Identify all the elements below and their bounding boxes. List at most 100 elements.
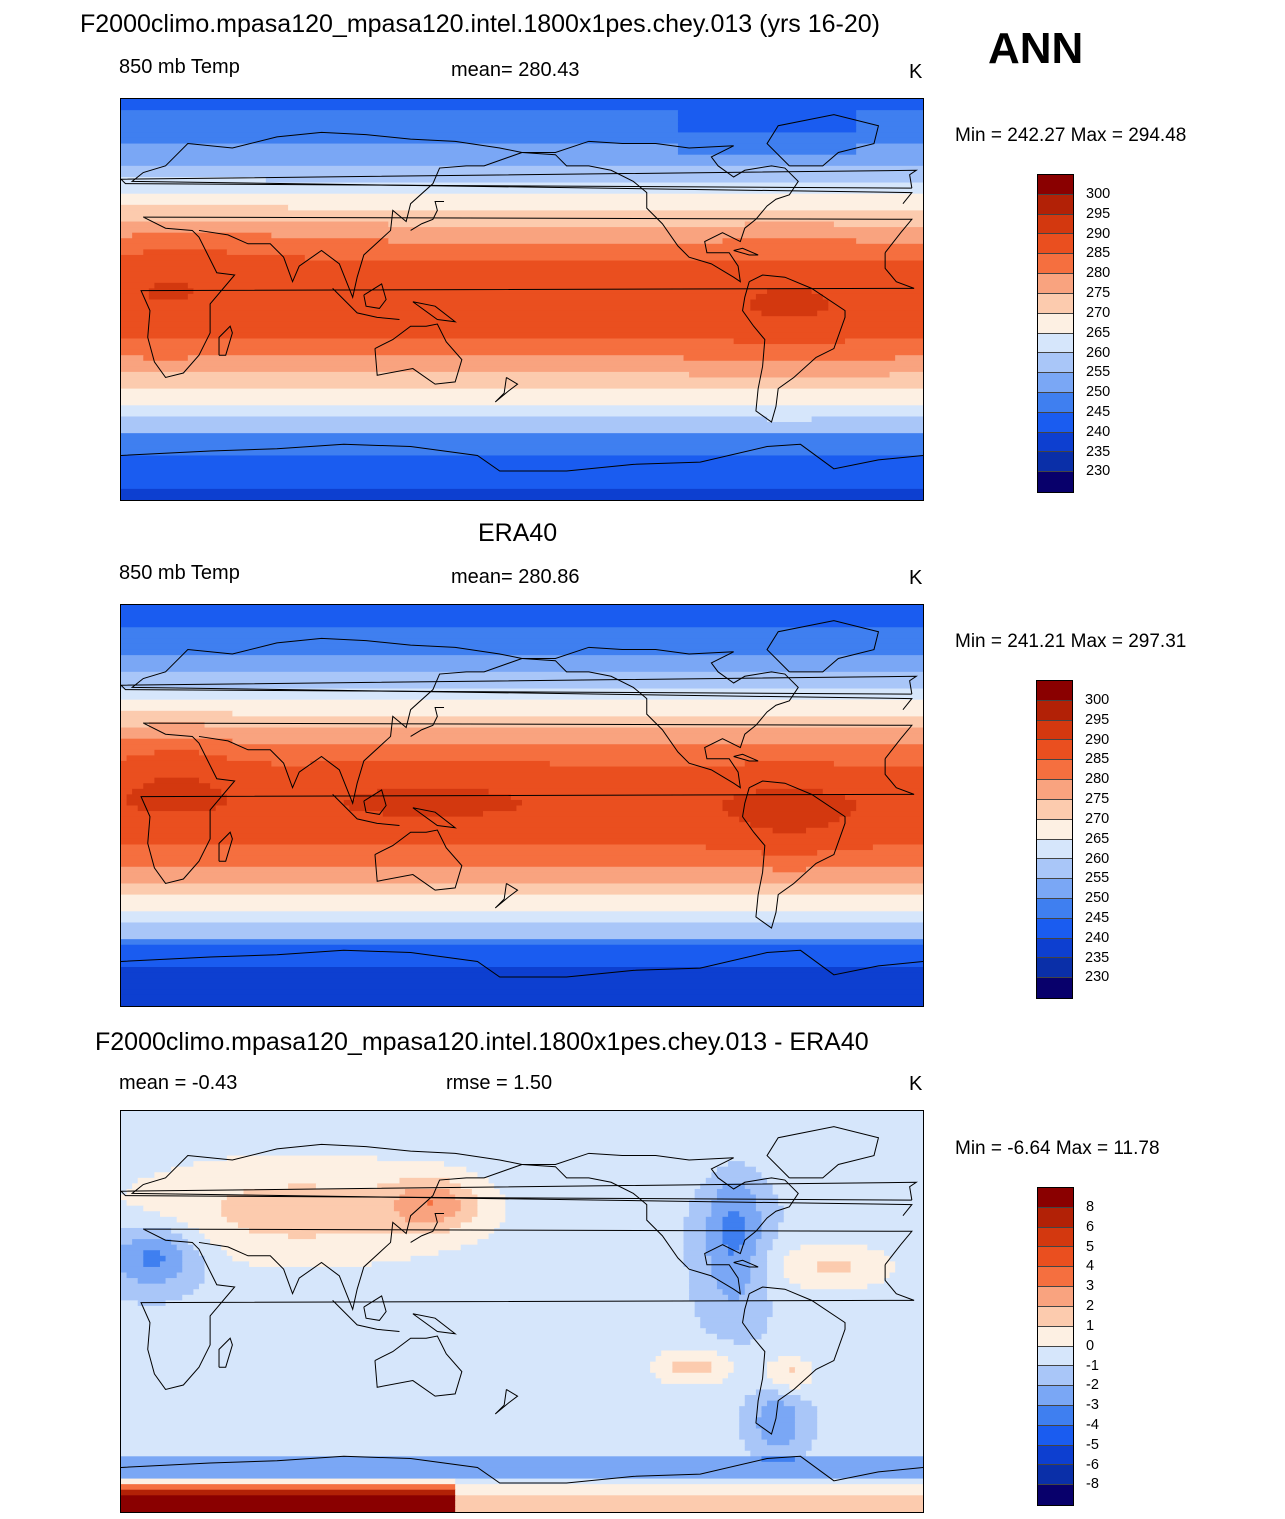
colorbar-tick-label: 230 (1085, 969, 1110, 986)
colorbar-swatch (1037, 958, 1072, 979)
diff-contour-cell (121, 1484, 456, 1491)
colorbar-tick-label: 290 (1085, 731, 1110, 748)
diff-contour-cell (405, 1216, 445, 1224)
model-contour-cell (132, 232, 273, 239)
model-contour-cell (121, 338, 735, 345)
diff-contour-cell (750, 1278, 768, 1285)
model-contour-cell (677, 110, 857, 117)
diff-contour-cell (683, 1255, 713, 1263)
colorbar-tick-label: 260 (1086, 344, 1111, 361)
obs-contour-cell (755, 788, 824, 796)
diff-contour-cell (655, 1372, 729, 1380)
diff-contour-cell (121, 1211, 161, 1218)
obs-contour-cell (221, 788, 378, 796)
diff-contour-cell (767, 1367, 791, 1374)
diff-contour-cell (794, 1434, 818, 1441)
model-contour-cell (828, 299, 923, 306)
diff-contour-cell (182, 1233, 206, 1240)
model-contour-cell (121, 249, 144, 256)
model-contour-cell (121, 461, 923, 468)
obs-contour-cell (121, 721, 150, 729)
obs-contour-cell (121, 777, 156, 784)
obs-contour-cell (121, 850, 763, 857)
diff-contour-cell (722, 1378, 774, 1385)
obs-contour-cell (121, 716, 923, 723)
diff-contour-cell (182, 1266, 206, 1274)
diff-contour-cell (772, 1239, 923, 1246)
season-label: ANN (988, 24, 1084, 73)
obs-contour-cell (126, 799, 228, 807)
diff-contour-cell (121, 1478, 456, 1485)
diff-contour-cell (159, 1250, 183, 1257)
colorbar-swatch (1037, 799, 1072, 820)
diff-contour-cell (460, 1200, 479, 1207)
diff-contour-cell (767, 1289, 923, 1296)
model-contour-cell (121, 99, 923, 106)
panel-1-map-svg (121, 99, 923, 500)
model-contour-cell (121, 383, 923, 390)
coastline (218, 325, 233, 356)
colorbar-swatch (1038, 1188, 1073, 1208)
diff-contour-cell (767, 1272, 785, 1279)
diff-contour-cell (722, 1216, 746, 1224)
colorbar-tick-label: 285 (1086, 245, 1111, 262)
diff-contour-cell (711, 1261, 752, 1268)
colorbar-tick-label: 0 (1086, 1337, 1095, 1354)
colorbar-tick-label: -4 (1086, 1416, 1099, 1433)
diff-contour-cell (204, 1233, 289, 1240)
coastline (766, 620, 880, 673)
model-contour-cell (187, 355, 685, 362)
model-contour-cell (121, 277, 923, 284)
colorbar-swatch (1038, 1366, 1073, 1387)
diff-contour-cell (705, 1328, 768, 1335)
diff-contour-cell (121, 1350, 662, 1357)
obs-contour-cell (121, 727, 923, 734)
diff-contour-cell (121, 1239, 133, 1246)
diff-contour-cell (226, 1194, 401, 1201)
obs-contour-cell (121, 811, 384, 818)
model-contour-cell (187, 282, 923, 290)
model-contour-cell (121, 193, 923, 200)
diff-contour-cell (772, 1183, 923, 1190)
obs-contour-cell (817, 850, 923, 857)
diff-contour-cell (744, 1216, 763, 1224)
diff-contour-cell (789, 1367, 796, 1374)
diff-contour-cell (722, 1239, 746, 1246)
model-contour-cell (755, 293, 824, 301)
panel-3-title: F2000climo.mpasa120_mpasa120.intel.1800x… (95, 1028, 869, 1056)
diff-contour-cell (176, 1272, 206, 1279)
diff-contour-cell (471, 1188, 501, 1196)
diff-contour-cell (121, 1506, 456, 1512)
colorbar-swatch (1038, 214, 1073, 235)
diff-contour-cell (650, 1367, 674, 1374)
diff-contour-cell (689, 1294, 729, 1302)
diff-contour-cell (683, 1239, 707, 1246)
colorbar-tick-label: 255 (1085, 870, 1110, 887)
coastline (742, 274, 846, 423)
diff-contour-cell (121, 1445, 746, 1452)
model-contour-cell (750, 305, 829, 312)
model-contour-cell (121, 316, 923, 323)
model-contour-cell (121, 472, 923, 479)
coastline (412, 301, 457, 323)
diff-contour-cell (137, 1278, 167, 1285)
diff-contour-cell (449, 1188, 473, 1196)
obs-contour-cell (121, 955, 923, 963)
colorbar-swatch (1038, 194, 1073, 215)
diff-contour-cell (817, 1417, 923, 1424)
diff-contour-cell (315, 1233, 490, 1240)
obs-contour-cell (121, 783, 144, 790)
model-contour-cell (856, 115, 923, 122)
obs-contour-cell (121, 660, 923, 667)
model-contour-cell (856, 126, 923, 134)
obs-contour-cell (121, 682, 923, 690)
model-contour-cell (121, 215, 923, 223)
diff-contour-cell (471, 1216, 506, 1224)
diff-contour-cell (794, 1428, 818, 1435)
colorbar-tick-label: 1 (1086, 1317, 1095, 1334)
diff-contour-cell (716, 1188, 752, 1196)
diff-contour-cell (711, 1205, 757, 1212)
model-contour-cell (143, 249, 228, 256)
diff-contour-cell (778, 1194, 923, 1201)
colorbar-swatch (1037, 720, 1072, 741)
